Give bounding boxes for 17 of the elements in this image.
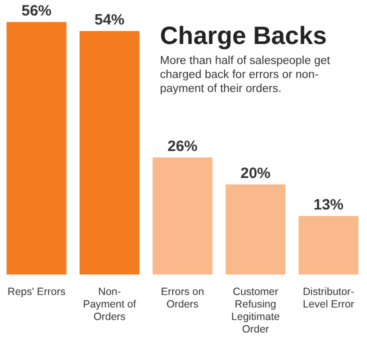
bar	[298, 216, 358, 275]
x-tick-label: Reps' Errors	[7, 286, 66, 298]
bar	[226, 184, 286, 275]
x-tick-label: Customer Refusing Legitimate Order	[231, 286, 280, 336]
bar	[80, 31, 140, 275]
data-label: 54%	[94, 12, 125, 29]
data-label: 13%	[313, 196, 344, 214]
data-label: 20%	[240, 165, 271, 182]
bar	[152, 157, 212, 275]
x-tick-label: Non-Payment of Orders	[82, 286, 136, 323]
x-tick-label: Errors on Orders	[160, 286, 204, 310]
data-label: 26%	[167, 138, 198, 155]
chart-title: Charge Backs	[160, 22, 327, 51]
bar	[6, 22, 66, 275]
text: More than half of salespeople get charged back for errors or non-payment of their orders.	[160, 54, 332, 96]
data-label: 56%	[21, 2, 52, 20]
x-tick-label: Distributor-Level Error	[302, 286, 355, 310]
